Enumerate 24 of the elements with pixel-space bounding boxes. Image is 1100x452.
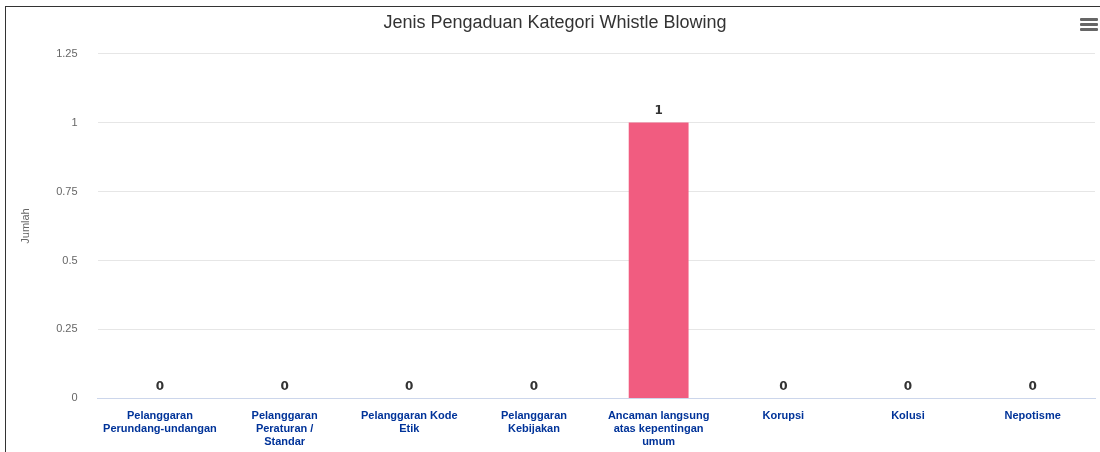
y-tick-label: 1 [71,115,78,128]
x-tick-label: Pelanggaran Kode Etik [361,409,458,435]
x-tick-label: Kolusi [891,409,925,422]
x-tick-label: Pelanggaran Peraturan / Standar [251,409,318,448]
y-tick-label: 1.25 [56,46,78,59]
data-label: 0 [155,378,165,393]
x-tick-label: Nepotisme [1004,409,1061,422]
y-tick-label: 0 [71,391,78,404]
data-label: 0 [779,378,788,393]
y-tick-label: 0.75 [56,184,78,197]
data-label: 0 [280,378,289,393]
y-axis-title: Jumlah [18,208,31,244]
data-label: 0 [903,378,913,393]
data-label: 1 [654,102,663,117]
x-tick-label: Korupsi [762,409,805,422]
data-label: 0 [1028,378,1037,393]
y-tick-label: 0.25 [56,322,78,335]
x-tick-label: Pelanggaran Kebijakan [500,409,568,435]
x-tick-label: Pelanggaran Perundang-undangan [103,409,218,435]
x-tick-label: Ancaman langsung atas kepentingan umum [607,409,710,448]
data-label: 0 [405,378,414,393]
chart-title: Jenis Pengaduan Kategori Whistle Blowing [383,11,727,32]
y-tick-label: 0.5 [62,253,78,266]
data-label: 0 [529,378,539,393]
